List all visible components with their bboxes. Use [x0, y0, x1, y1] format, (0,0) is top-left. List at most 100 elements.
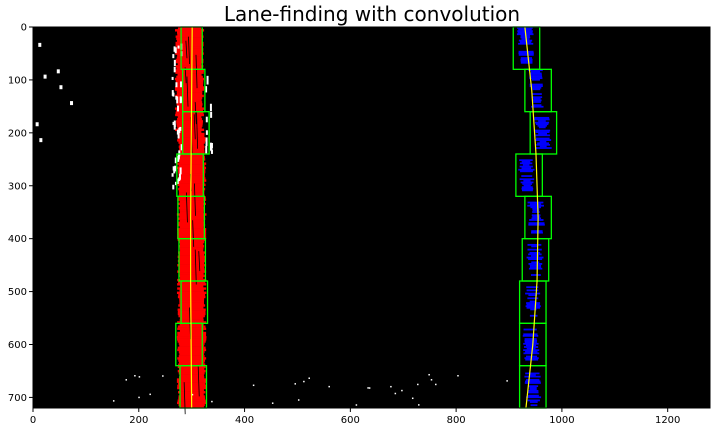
left-lane-pixel-row — [175, 111, 204, 115]
right-lane-pixel-row — [532, 207, 540, 210]
left-lane-pixel-row — [179, 240, 205, 244]
left-lane-pixel-row — [180, 276, 204, 280]
left-lane-pixel-row — [179, 215, 205, 218]
white-pixel — [205, 86, 208, 93]
right-lane-pixel-row — [538, 120, 546, 122]
right-lane-pixel-row — [539, 140, 547, 143]
white-pixel — [210, 111, 213, 118]
left-lane-pixel-row — [179, 289, 204, 292]
right-fit-line — [524, 26, 539, 409]
right-lane-pixel-row — [520, 170, 533, 173]
x-tick-label: 200 — [129, 415, 148, 426]
left-lane-pixel-row — [177, 234, 207, 237]
right-lane-pixel-row — [520, 181, 534, 184]
right-lane-pixel-row — [533, 101, 541, 103]
white-pixel — [174, 157, 177, 164]
white-pixel — [401, 389, 403, 392]
white-pixel — [173, 124, 176, 130]
left-lane-pixel-row — [179, 185, 205, 189]
white-pixel — [178, 177, 181, 182]
left-lane-pixel-row — [178, 314, 205, 318]
right-lane-pixel-row — [529, 75, 543, 78]
axes-frame — [32, 26, 711, 409]
left-lane-pixel-row — [179, 247, 204, 250]
right-lane-pixel-row — [526, 256, 544, 259]
right-lane-pixel-row — [522, 164, 530, 166]
left-lane-pixel-row — [177, 177, 206, 180]
left-lane-pixel-row — [177, 33, 202, 36]
white-pixel — [328, 385, 330, 388]
left-lane-pixel-row — [177, 255, 206, 259]
right-lane-pixel-row — [528, 223, 545, 226]
white-pixel — [428, 373, 430, 376]
left-lane-pixel-row — [177, 308, 206, 311]
left-lane-pixel-row — [177, 183, 206, 187]
right-lane-pixel-row — [523, 179, 531, 182]
plot-area — [33, 26, 710, 415]
white-pixel — [138, 396, 140, 399]
right-lane-pixel-row — [523, 328, 537, 331]
left-lane-pixel-row — [176, 103, 203, 106]
left-lane-pixel-row — [179, 261, 205, 265]
right-lane-pixel-row — [531, 70, 541, 73]
left-lane-pixel-row — [177, 202, 206, 206]
left-lane-pixel-row — [177, 118, 203, 121]
lane-streak — [188, 36, 190, 64]
left-lane-pixel-row — [180, 242, 204, 246]
white-pixel — [209, 103, 212, 112]
left-lane-pixel-row — [175, 113, 204, 117]
white-pixel — [210, 146, 213, 152]
right-lane-pixel-row — [518, 52, 534, 55]
left-lane-pixel-row — [177, 295, 206, 299]
axes: 0 200 400 600 800 1000 1200 0 100 200 300 400 500 600… — [8, 23, 711, 426]
left-lane-pixel-row — [177, 312, 206, 316]
left-lane-pixel-row — [179, 302, 204, 305]
white-pixel — [125, 379, 128, 381]
right-lane-pixel-row — [528, 222, 545, 225]
left-lane-pixel-row — [177, 230, 207, 233]
left-lane-pixel-row — [178, 251, 206, 254]
left-lane-pixel-row — [175, 48, 204, 51]
left-lane-pixel-row — [177, 321, 207, 324]
right-lane-pixel-row — [518, 53, 534, 56]
right-lane-pixel-row — [520, 57, 532, 59]
white-pixel — [179, 81, 182, 88]
left-lane-pixel-row — [179, 297, 205, 301]
left-lane-pixel-row — [179, 200, 204, 203]
left-lane-pixel-row — [177, 27, 202, 30]
right-lane-pixel-row — [524, 382, 541, 384]
right-lane-pixel-row — [520, 60, 533, 63]
right-lane-pixel-row — [534, 147, 552, 149]
right-lane-pixel-row — [527, 201, 544, 204]
white-pixel — [173, 46, 176, 52]
x-tick-label: 0 — [30, 415, 36, 426]
white-pixel — [39, 138, 43, 143]
right-lane-pixel-row — [531, 86, 542, 89]
right-lane-pixel-row — [537, 124, 547, 127]
left-lane-pixel-row — [178, 274, 205, 278]
right-lane-pixel-row — [531, 217, 542, 220]
white-pixel — [411, 397, 414, 400]
right-lane-pixel-row — [535, 134, 550, 137]
right-lane-pixel-row — [519, 178, 535, 181]
white-pixel — [178, 173, 181, 180]
right-lane-pixel-row — [521, 38, 530, 40]
right-lane-pixel-row — [528, 253, 542, 256]
right-lane-pixel-row — [537, 142, 549, 145]
left-lane-pixel-row — [174, 69, 205, 72]
left-lane-pixel-row — [177, 325, 206, 328]
white-pixel — [394, 392, 397, 395]
left-lane-pixel-row — [177, 98, 202, 102]
white-pixel — [112, 400, 115, 402]
right-lane-pixel-row — [525, 380, 541, 383]
left-lane-pixel-row — [175, 43, 204, 47]
right-lane-pixel-row — [521, 160, 531, 163]
x-tick-label: 800 — [447, 415, 466, 426]
left-lane-pixel-row — [176, 96, 203, 100]
right-lane-pixel-row — [527, 385, 539, 388]
right-lane-pixel-row — [530, 404, 538, 407]
left-lane-pixel-row — [178, 206, 205, 210]
left-lane-pixel-row — [177, 327, 207, 330]
